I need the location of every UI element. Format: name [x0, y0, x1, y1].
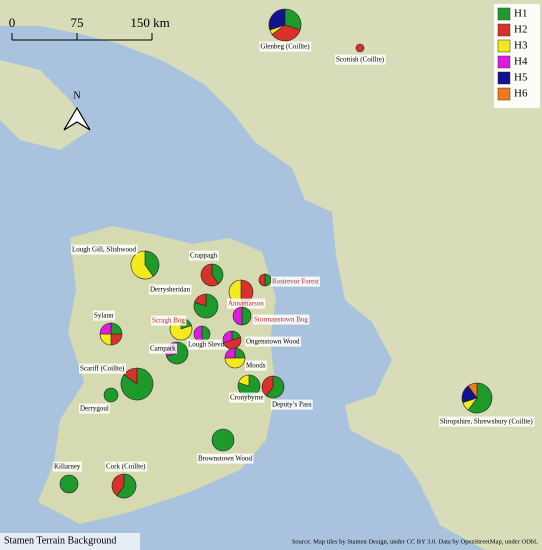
pie-slice — [241, 306, 252, 326]
legend-label: H5 — [514, 72, 528, 84]
site-label: Derrygoul — [80, 405, 109, 413]
pie-slice — [211, 428, 235, 452]
label-box — [271, 399, 313, 410]
legend-label: H6 — [514, 88, 528, 100]
sites: Glenbeg (Coillte) Scottish (Coillte) Lough… — [53, 8, 535, 499]
site-label: Ongenstown Wood — [246, 338, 300, 346]
legend-label: H3 — [514, 40, 528, 52]
site-label: Killarney — [54, 463, 81, 471]
credit-box — [0, 533, 140, 550]
north-label: N — [73, 90, 80, 101]
pie-slice — [130, 250, 154, 280]
pie-slice — [200, 263, 219, 287]
label-box — [189, 250, 219, 261]
pie-slice — [232, 306, 243, 326]
pie-slice — [268, 8, 286, 31]
pie-slice — [271, 24, 301, 42]
pie-slice — [111, 473, 125, 497]
label-box — [93, 310, 115, 321]
site-label: Scottish (Coillte) — [336, 56, 385, 64]
legend-swatch — [497, 23, 511, 37]
site-label: Annamarson — [228, 300, 264, 308]
label-box — [197, 453, 254, 464]
site-label: Cork (Coillte) — [106, 463, 146, 471]
pie-slice — [224, 357, 246, 369]
site-label: Derrysheridan — [150, 286, 191, 294]
legend-swatch — [497, 39, 511, 53]
legend-label: H1 — [514, 8, 527, 20]
scale-label: 150 km — [130, 15, 169, 30]
pie-slice — [144, 250, 160, 277]
site-label: Stormanstown Bog — [254, 316, 308, 324]
pie-slice — [222, 330, 233, 344]
site-label: Scragh Bog — [152, 317, 185, 325]
pie-slice — [467, 382, 493, 414]
label-box — [245, 360, 267, 371]
scale-label: 75 — [71, 15, 84, 30]
pie-slice — [284, 8, 302, 31]
legend-swatch — [497, 55, 511, 69]
label-box — [245, 336, 302, 347]
scale-label: 0 — [9, 15, 16, 30]
pie-slice — [261, 375, 274, 397]
pie-slice — [99, 322, 112, 335]
legend-label: H2 — [514, 24, 527, 36]
legend-label: H4 — [514, 56, 528, 68]
pie-slice — [467, 382, 478, 399]
pie-slice — [238, 374, 250, 387]
pie-slice — [355, 43, 365, 53]
label-box — [187, 339, 228, 350]
pie-slice — [224, 347, 236, 359]
label-box — [151, 315, 187, 326]
label-box — [271, 276, 320, 287]
label-box — [105, 461, 148, 472]
label-box — [259, 41, 312, 52]
label-box — [227, 298, 266, 309]
site-label: Cronybyrne — [230, 394, 263, 402]
label-box — [334, 54, 386, 65]
site-label: Crappagh — [190, 252, 218, 260]
pie-slice — [194, 293, 207, 307]
pie-slice — [211, 263, 224, 285]
source-note: Source. Map tiles by Stamen Design, unde… — [292, 538, 538, 545]
site-label: Scariff (Coillte) — [80, 365, 125, 373]
pie-slice — [266, 375, 285, 399]
scale-bar — [11, 33, 153, 41]
site-label: Brownstown Wood — [198, 455, 252, 463]
site-label: Sylaun — [94, 312, 114, 320]
pie-slice — [123, 367, 138, 385]
legend-swatch — [497, 7, 511, 21]
label-box — [253, 314, 310, 325]
site-label: Rostrevor Forest — [272, 278, 319, 286]
label-box — [149, 284, 192, 295]
label-box — [79, 363, 127, 374]
north-arrow — [63, 106, 91, 131]
legend-swatch — [497, 71, 511, 85]
pie-slice — [258, 273, 266, 287]
pie-slice — [116, 473, 137, 499]
label-box — [149, 343, 178, 354]
site-label: Deputy’s Pass — [272, 401, 312, 409]
label-box — [229, 392, 265, 403]
label-box — [71, 244, 138, 255]
legend-swatch — [497, 87, 511, 101]
label-box — [79, 403, 110, 414]
pie-slice — [59, 474, 79, 494]
site-label: Lough Slevin — [188, 341, 226, 349]
label-box — [439, 416, 535, 427]
pie-slice — [103, 387, 119, 403]
site-label: Glenbeg (Coillte) — [260, 43, 310, 51]
site-label: Shropshire, Shrewsbury (Coillte) — [440, 418, 533, 426]
site-label: Lough Gill, Slishwood — [72, 246, 136, 254]
site-label: Moods — [246, 362, 266, 370]
isle-of-man — [343, 258, 357, 282]
site-label: Campark — [150, 345, 176, 353]
background-credit: Stamen Terrain Background — [4, 535, 116, 546]
label-box — [53, 461, 82, 472]
legend: H1 H2 H3 H4 H5 H6 — [497, 7, 528, 101]
